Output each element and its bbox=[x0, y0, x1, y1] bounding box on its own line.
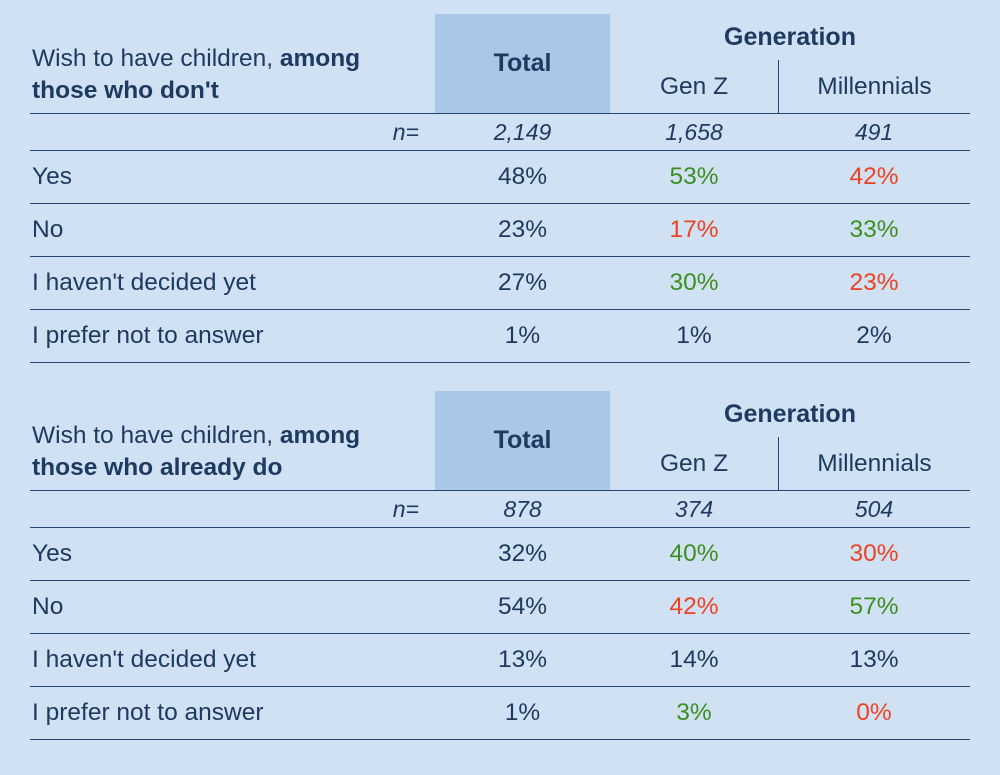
n-millennials: 491 bbox=[854, 118, 894, 145]
cell-millennials: 0% bbox=[856, 699, 892, 726]
cell-millennials: 2% bbox=[856, 322, 892, 349]
cell-gen-z: 17% bbox=[669, 216, 719, 243]
title-emphasis: among those who don't bbox=[32, 45, 361, 105]
cell-millennials: 30% bbox=[849, 540, 899, 567]
cell-total: 1% bbox=[504, 699, 541, 726]
cell-total: 23% bbox=[497, 216, 548, 243]
cell-total: 48% bbox=[497, 163, 548, 190]
table-row-prefer-not-answer: I prefer not to answer 1% 3% 0% bbox=[30, 687, 970, 740]
row-label: I haven't decided yet bbox=[32, 269, 256, 296]
row-label: No bbox=[32, 216, 64, 243]
table-row-havent-decided: I haven't decided yet 27% 30% 23% bbox=[30, 257, 970, 310]
row-label: Yes bbox=[32, 540, 72, 567]
table-title-text: Wish to have children, among those who d… bbox=[32, 43, 405, 107]
cell-gen-z: 3% bbox=[676, 699, 712, 726]
n-label: n= bbox=[392, 495, 419, 522]
column-header-gen-z: Gen Z bbox=[659, 449, 729, 477]
cell-gen-z: 53% bbox=[669, 163, 719, 190]
cell-millennials: 23% bbox=[849, 269, 899, 296]
table-row-prefer-not-answer: I prefer not to answer 1% 1% 2% bbox=[30, 310, 970, 363]
cell-gen-z: 42% bbox=[669, 593, 719, 620]
column-header-millennials: Millennials bbox=[778, 437, 970, 490]
cell-total: 1% bbox=[504, 322, 541, 349]
cell-millennials: 33% bbox=[849, 216, 899, 243]
n-label: n= bbox=[392, 118, 419, 145]
table-row-yes: Yes 32% 40% 30% bbox=[30, 528, 970, 581]
table-wish-children-among-those-who-dont: Wish to have children, among those who d… bbox=[30, 14, 970, 363]
n-gen-z: 374 bbox=[674, 495, 714, 522]
row-label: I haven't decided yet bbox=[32, 646, 256, 673]
row-label: No bbox=[32, 593, 64, 620]
cell-millennials: 13% bbox=[849, 646, 899, 673]
table-wish-children-among-those-who-already-do: Wish to have children, among those who a… bbox=[30, 391, 970, 740]
cell-millennials: 42% bbox=[849, 163, 899, 190]
table-header: Wish to have children, among those who a… bbox=[30, 391, 970, 490]
cell-total: 13% bbox=[497, 646, 548, 673]
row-label: I prefer not to answer bbox=[32, 699, 264, 726]
column-header-gen-z: Gen Z bbox=[659, 72, 729, 100]
table-title: Wish to have children, among those who d… bbox=[30, 14, 435, 113]
table-title-text: Wish to have children, among those who a… bbox=[32, 420, 405, 484]
n-millennials: 504 bbox=[854, 495, 894, 522]
cell-gen-z: 40% bbox=[669, 540, 719, 567]
generation-subheaders: Gen Z Millennials bbox=[610, 60, 970, 113]
title-normal: Wish to have children, bbox=[32, 45, 280, 73]
cell-gen-z: 14% bbox=[669, 646, 719, 673]
generation-column-group: Generation Gen Z Millennials bbox=[610, 14, 970, 113]
total-column-header: Total bbox=[435, 391, 610, 490]
column-header-millennials: Millennials bbox=[778, 60, 970, 113]
cell-total: 27% bbox=[497, 269, 548, 296]
sample-size-row: n= 2,149 1,658 491 bbox=[30, 113, 970, 151]
title-normal: Wish to have children, bbox=[32, 422, 280, 450]
cell-gen-z: 30% bbox=[669, 269, 719, 296]
title-emphasis: among those who already do bbox=[32, 422, 361, 482]
table-row-havent-decided: I haven't decided yet 13% 14% 13% bbox=[30, 634, 970, 687]
n-gen-z: 1,658 bbox=[665, 118, 723, 145]
row-label: Yes bbox=[32, 163, 72, 190]
cell-gen-z: 1% bbox=[676, 322, 712, 349]
n-total: 2,149 bbox=[493, 118, 552, 145]
sample-size-row: n= 878 374 504 bbox=[30, 490, 970, 528]
cell-total: 32% bbox=[497, 540, 548, 567]
generation-column-group: Generation Gen Z Millennials bbox=[610, 391, 970, 490]
generation-group-header: Generation bbox=[724, 399, 856, 428]
table-header: Wish to have children, among those who d… bbox=[30, 14, 970, 113]
generation-group-header: Generation bbox=[724, 22, 856, 51]
table-row-no: No 23% 17% 33% bbox=[30, 204, 970, 257]
cell-millennials: 57% bbox=[849, 593, 899, 620]
row-label: I prefer not to answer bbox=[32, 322, 264, 349]
table-row-no: No 54% 42% 57% bbox=[30, 581, 970, 634]
n-total: 878 bbox=[503, 495, 542, 522]
table-row-yes: Yes 48% 53% 42% bbox=[30, 151, 970, 204]
cell-total: 54% bbox=[497, 593, 548, 620]
generation-subheaders: Gen Z Millennials bbox=[610, 437, 970, 490]
total-column-header: Total bbox=[435, 14, 610, 113]
survey-results-page: Wish to have children, among those who d… bbox=[30, 14, 970, 740]
table-title: Wish to have children, among those who a… bbox=[30, 391, 435, 490]
